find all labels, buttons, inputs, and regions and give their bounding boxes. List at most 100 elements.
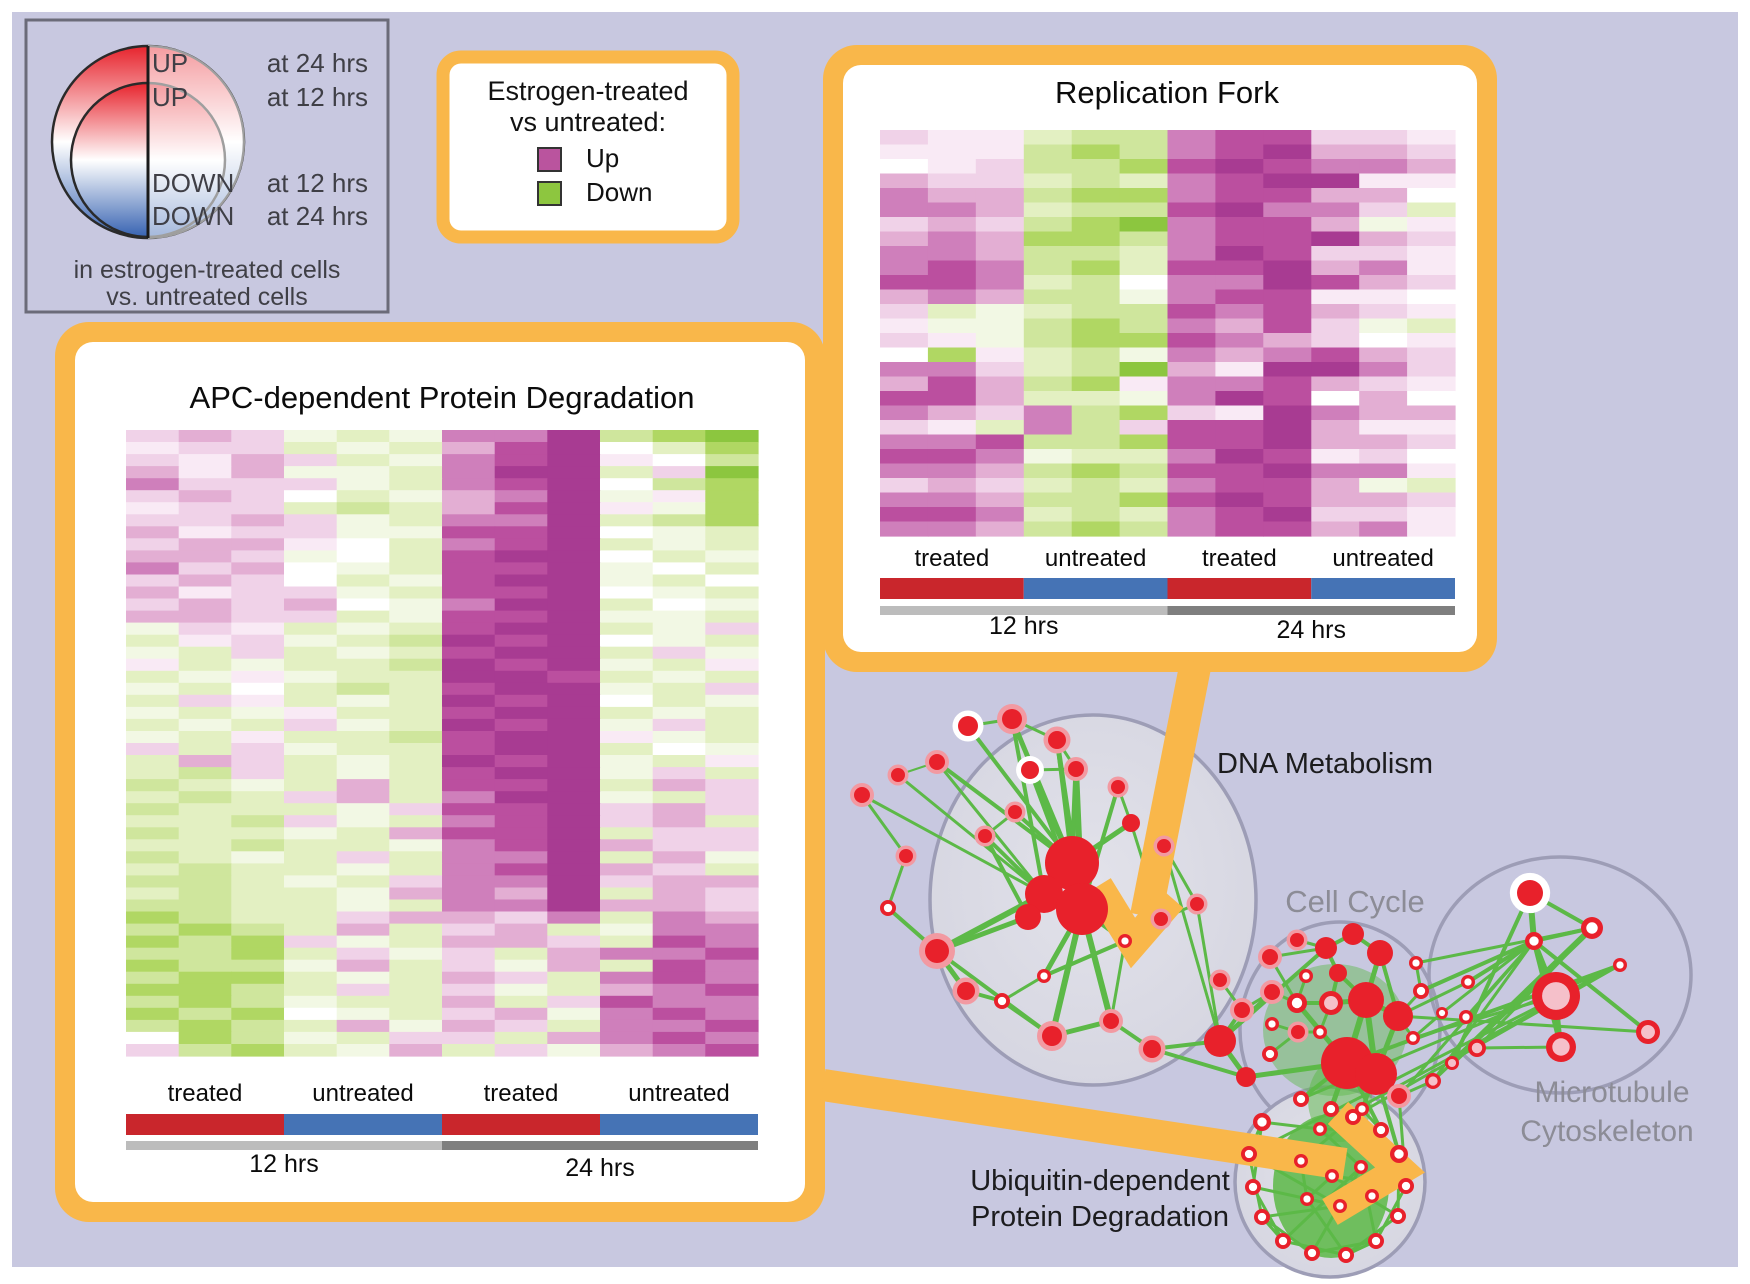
heatmap-cell	[178, 430, 232, 443]
heatmap-cell	[284, 971, 338, 985]
heatmap-cell	[389, 791, 443, 804]
heatmap-cell	[547, 466, 601, 479]
replication-fork-to-dna-metabolism-shaft	[1130, 658, 1212, 920]
heatmap-cell	[705, 815, 759, 828]
heatmap-cell	[442, 959, 496, 973]
heatmap-cell	[284, 1007, 338, 1021]
treated-bar	[1167, 578, 1312, 599]
untreated-bar	[1311, 578, 1455, 599]
network-node-donut-hole	[1616, 961, 1624, 969]
heatmap-cell	[1215, 188, 1264, 204]
heatmap-cell	[442, 574, 496, 588]
heatmap-cell	[600, 815, 654, 828]
heatmap-cell	[389, 983, 443, 997]
heatmap-cell	[1407, 246, 1456, 262]
heatmap-cell	[1023, 318, 1073, 334]
heatmap-cell	[336, 851, 390, 864]
heatmap-cell	[231, 947, 285, 961]
heatmap-cell	[547, 706, 601, 720]
heatmap-cell	[652, 923, 706, 937]
heatmap-cell	[494, 682, 548, 696]
heatmap-cell	[1071, 217, 1121, 233]
heatmap-cell	[1119, 434, 1169, 450]
heatmap-cell	[547, 586, 601, 600]
heatmap-cell	[442, 478, 496, 491]
heatmap-cell	[442, 827, 496, 840]
heatmap-cell	[1071, 391, 1121, 407]
heatmap-cell	[389, 622, 443, 636]
heatmap-cell	[284, 622, 338, 636]
heatmap-cell	[927, 521, 977, 537]
heatmap-cell	[652, 670, 706, 684]
heatmap-cell	[652, 875, 706, 888]
heatmap-cell	[126, 743, 180, 756]
heatmap-cell	[1407, 507, 1456, 523]
heatmap-cell	[336, 622, 390, 636]
heatmap-cell	[389, 731, 443, 744]
heatmap-cell	[1071, 159, 1121, 175]
heatmap-cell	[231, 514, 285, 527]
heatmap-cell	[178, 911, 232, 925]
heatmap-cell	[600, 646, 654, 660]
heatmap-cell	[705, 466, 759, 479]
group-label-treated: treated	[484, 1080, 559, 1107]
heatmap-cell	[600, 682, 654, 696]
heatmap-cell	[1071, 188, 1121, 204]
heatmap-cell	[442, 646, 496, 660]
heatmap-cell	[1071, 405, 1121, 421]
heatmap-cell	[336, 839, 390, 852]
network-node-core	[1290, 933, 1304, 947]
network-node-core	[1157, 839, 1171, 853]
heatmap-cell	[442, 935, 496, 949]
heatmap-cell	[547, 1044, 601, 1057]
heatmap-cell	[547, 610, 601, 624]
heatmap-cell	[1167, 463, 1216, 479]
heatmap-cell	[494, 983, 548, 997]
heatmap-cell	[927, 188, 977, 204]
network-node-red	[1315, 937, 1337, 959]
heatmap-cell	[494, 959, 548, 973]
heatmap-cell	[442, 731, 496, 744]
heatmap-cell	[652, 490, 706, 503]
network-node-donut-hole	[1244, 1149, 1254, 1159]
heatmap-cell	[705, 755, 759, 768]
heatmap-cell	[1263, 347, 1312, 363]
heatmap-cell	[1167, 130, 1216, 146]
heatmap-cell	[547, 430, 601, 443]
heatmap-cell	[600, 755, 654, 768]
heatmap-cell	[1359, 217, 1408, 233]
heatmap-cell	[126, 502, 180, 515]
heatmap-cell	[442, 1019, 496, 1033]
network-node-donut-hole	[1307, 1248, 1317, 1258]
heatmap-cell	[1167, 333, 1216, 349]
heatmap-cell	[975, 217, 1025, 233]
heatmap-cell	[600, 791, 654, 804]
heatmap-cell	[975, 478, 1025, 494]
heatmap-cell	[284, 466, 338, 479]
heatmap-cell	[1071, 202, 1121, 218]
heatmap-cell	[389, 1044, 443, 1057]
network-node-red	[1342, 923, 1364, 945]
network-node-donut-hole	[1394, 1149, 1404, 1159]
heatmap-cell	[1215, 521, 1264, 537]
heatmap-cell	[547, 755, 601, 768]
network-edge	[1450, 891, 1532, 1065]
heatmap-cell	[975, 289, 1025, 305]
updown-footer-line1: in estrogen-treated cells	[74, 256, 341, 284]
heatmap-cell	[494, 935, 548, 949]
heatmap-cell	[927, 507, 977, 523]
heatmap-cell	[600, 767, 654, 780]
time-label-24hrs: 24 hrs	[1277, 616, 1346, 644]
heatmap-cell	[231, 995, 285, 1009]
heatmap-cell	[1119, 521, 1169, 537]
heatmap-cell	[1407, 333, 1456, 349]
heatmap-cell	[652, 682, 706, 696]
heatmap-cell	[1071, 318, 1121, 334]
heatmap-cell	[389, 514, 443, 527]
network-node-pink-center	[1641, 1025, 1655, 1039]
heatmap-cell	[494, 430, 548, 443]
heatmap-cell	[442, 791, 496, 804]
heatmap-cell	[547, 911, 601, 925]
heatmap-cell	[1359, 376, 1408, 392]
